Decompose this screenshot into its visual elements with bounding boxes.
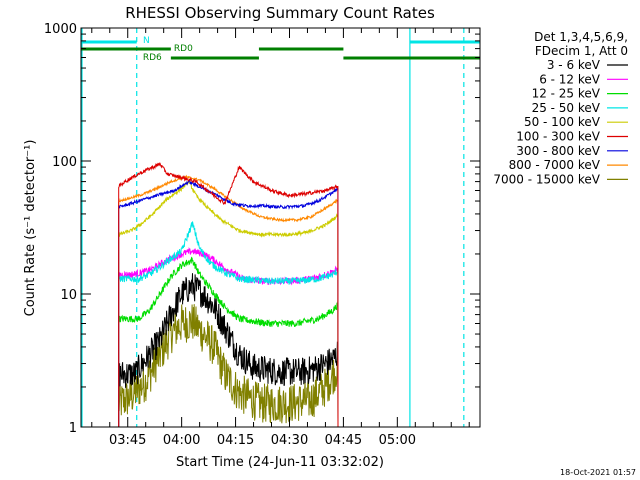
- series-line-5: [118, 162, 339, 427]
- series-line-4: [118, 180, 339, 427]
- x-tick-label: 04:30: [271, 433, 308, 448]
- x-tick-label: 03:45: [109, 433, 146, 448]
- x-axis-label: Start Time (24-Jun-11 03:32:02): [176, 455, 384, 470]
- x-tick-label: 04:00: [163, 433, 200, 448]
- flag-label-rd0: RD0: [174, 44, 193, 54]
- y-tick-label: 100: [52, 155, 77, 170]
- series-line-0: [118, 273, 339, 427]
- series-line-8: [118, 304, 339, 427]
- y-tick-label: 1000: [44, 22, 77, 37]
- y-axis-label: Count Rate (s⁻¹ detector⁻¹): [23, 140, 38, 317]
- legend-label: 12 - 25 keV: [532, 87, 601, 101]
- legend-header-decimation: FDecim 1, Att 0: [535, 44, 628, 58]
- legend-label: 3 - 6 keV: [547, 58, 601, 72]
- flag-label-rd6: RD6: [143, 53, 162, 63]
- x-tick-label: 04:15: [217, 433, 254, 448]
- series-line-6: [118, 180, 339, 427]
- legend-label: 100 - 300 keV: [516, 130, 600, 144]
- flag-label-n: N: [143, 36, 150, 46]
- y-tick-label: 10: [60, 288, 77, 303]
- legend-label: 50 - 100 keV: [524, 115, 601, 129]
- plot-frame: [80, 27, 481, 428]
- series-line-2: [118, 256, 339, 427]
- x-tick-label: 05:00: [379, 433, 416, 448]
- legend-label: 6 - 12 keV: [539, 72, 601, 86]
- y-tick-label: 1: [69, 421, 77, 436]
- series-line-3: [118, 221, 339, 427]
- legend: Det 1,3,4,5,6,9, FDecim 1, Att 0 3 - 6 k…: [493, 30, 628, 186]
- legend-label: 25 - 50 keV: [532, 101, 601, 115]
- x-tick-label: 04:45: [325, 433, 362, 448]
- chart-title: RHESSI Observing Summary Count Rates: [125, 4, 435, 22]
- legend-header-detectors: Det 1,3,4,5,6,9,: [534, 30, 628, 44]
- series-line-7: [118, 174, 339, 427]
- footer-timestamp: 18-Oct-2021 01:57: [560, 468, 636, 477]
- legend-label: 800 - 7000 keV: [509, 158, 601, 172]
- legend-label: 300 - 800 keV: [516, 144, 600, 158]
- legend-label: 7000 - 15000 keV: [493, 172, 600, 186]
